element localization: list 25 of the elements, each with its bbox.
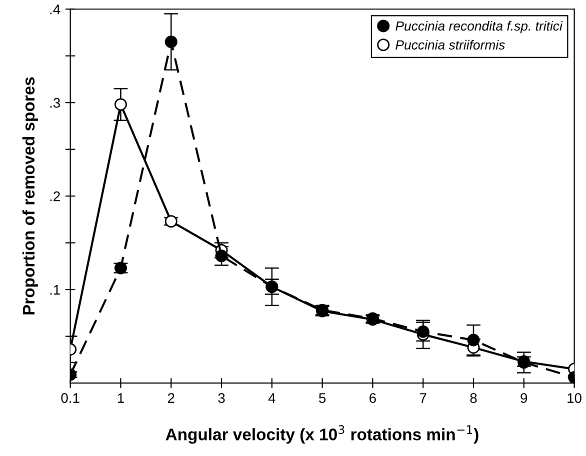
x-tick-label: 5 (318, 393, 326, 403)
point (467, 334, 480, 346)
x-axis-title: Angular velocity (x 10$^{3}$ rotations min$^{−1}$) (166, 425, 478, 444)
x-tick-label: 4 (268, 393, 276, 403)
legend-label: Puccinia recondita f.sp. tritici (396, 20, 563, 34)
x-tick-label: 7 (420, 393, 426, 403)
x-tick-label: 3 (218, 393, 225, 403)
y-tick-label: .1 (50, 285, 60, 295)
x-tick-label: 10 (568, 393, 582, 403)
point (164, 36, 178, 48)
y-tick-label: .4 (50, 4, 60, 14)
x-tick-label: 1 (118, 393, 124, 403)
y-tick-label: .3 (50, 98, 60, 108)
y-axis-title: Proportion of removed spores (22, 77, 38, 314)
legend-label: Puccinia striiformis (396, 40, 505, 50)
x-tick-label: 8 (470, 393, 477, 403)
point (416, 325, 430, 338)
point (215, 250, 228, 262)
y-tick-label: .2 (50, 191, 60, 202)
x-tick-label: 0.1 (61, 393, 80, 403)
point (164, 215, 178, 228)
x-tick-label: 9 (520, 393, 528, 403)
x-tick-label: 6 (370, 393, 376, 403)
point (114, 98, 127, 111)
x-tick-label: 2 (168, 393, 174, 403)
